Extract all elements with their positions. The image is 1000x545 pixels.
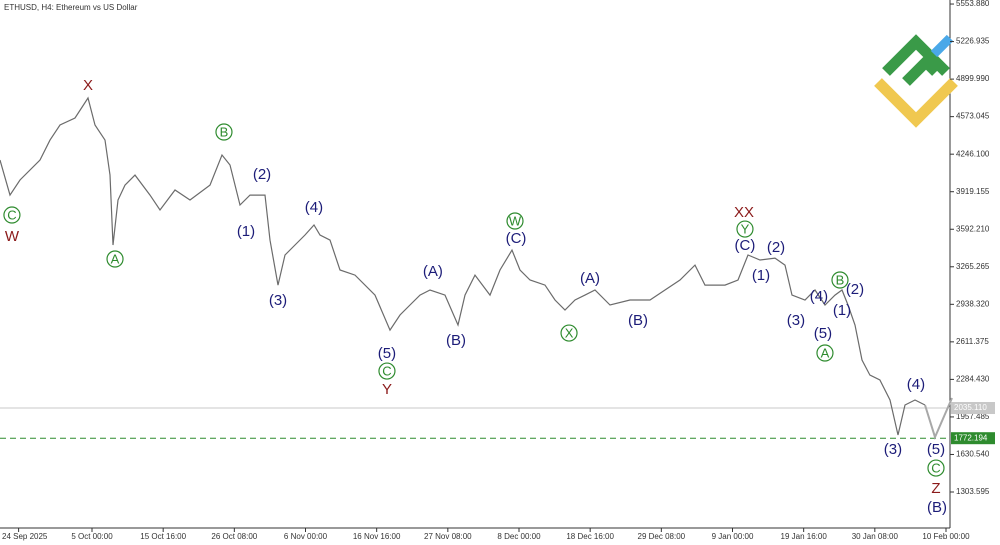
wave-circle <box>506 212 524 230</box>
wave-label: (B) <box>628 312 648 329</box>
wave-label: (1) <box>237 223 255 240</box>
y-tick-label: 3592.210 <box>956 224 990 233</box>
x-tick-label: 24 Sep 2025 <box>2 532 48 541</box>
y-tick-label: 1957.485 <box>956 412 990 421</box>
x-tick-label: 29 Dec 08:00 <box>638 532 686 541</box>
x-tick-label: 15 Oct 16:00 <box>140 532 186 541</box>
wave-label: (3) <box>269 292 287 309</box>
wave-label: C <box>931 461 940 476</box>
price-series <box>0 96 926 436</box>
wave-circle <box>927 459 945 477</box>
wave-label: (4) <box>305 199 323 216</box>
x-tick-label: 26 Oct 08:00 <box>211 532 257 541</box>
wave-label: (2) <box>253 166 271 183</box>
x-tick-label: 30 Jan 08:00 <box>852 532 899 541</box>
price-box <box>951 432 995 445</box>
wave-label: Y <box>382 381 392 398</box>
price-label: 1772.194 <box>954 433 988 442</box>
y-tick-label: 3919.155 <box>956 187 990 196</box>
wave-circle <box>816 344 834 362</box>
wave-label: A <box>111 251 120 266</box>
x-tick-label: 10 Feb 00:00 <box>922 532 970 541</box>
x-tick-label: 6 Nov 00:00 <box>284 532 328 541</box>
y-tick-label: 5226.935 <box>956 37 990 46</box>
price-label: 2035.110 <box>954 403 987 412</box>
y-tick-label: 2284.430 <box>956 374 990 383</box>
wave-label: (1) <box>752 267 770 284</box>
x-tick-label: 19 Jan 16:00 <box>781 532 828 541</box>
wave-label: XX <box>734 204 754 221</box>
wave-label: (2) <box>846 281 864 298</box>
wave-label: Z <box>931 480 940 497</box>
x-tick-label: 18 Dec 16:00 <box>566 532 614 541</box>
x-tick-label: 27 Nov 08:00 <box>424 532 472 541</box>
y-tick-label: 4246.100 <box>956 149 990 158</box>
wave-label: (B) <box>927 499 947 516</box>
wave-label: X <box>565 325 574 340</box>
x-tick-label: 16 Nov 16:00 <box>353 532 401 541</box>
wave-circle <box>3 206 21 224</box>
wave-label: (5) <box>378 345 396 362</box>
wave-label: (5) <box>927 441 945 458</box>
wave-label: (A) <box>423 263 443 280</box>
wave-label: (A) <box>580 270 600 287</box>
y-tick-label: 1303.595 <box>956 487 990 496</box>
wave-label: B <box>220 124 229 139</box>
y-tick-label: 2611.375 <box>956 337 989 346</box>
wave-circle <box>560 324 578 342</box>
wave-circle <box>736 220 754 238</box>
wave-label: B <box>836 272 845 287</box>
wave-label: (C) <box>735 237 756 254</box>
wave-label: (3) <box>884 441 902 458</box>
wave-label: (4) <box>810 288 828 305</box>
wave-label: X <box>83 77 93 94</box>
wave-circle <box>378 362 396 380</box>
price-box <box>951 402 995 415</box>
y-tick-label: 3265.265 <box>956 262 990 271</box>
wave-label: C <box>7 207 16 222</box>
x-tick-label: 8 Dec 00:00 <box>497 532 541 541</box>
wave-label: A <box>821 345 830 360</box>
wave-label: W <box>5 228 20 245</box>
wave-label: (C) <box>506 230 527 247</box>
logo-shape <box>930 34 954 58</box>
wave-circle <box>106 250 124 268</box>
y-tick-label: 4899.990 <box>956 74 990 83</box>
wave-circle <box>215 123 233 141</box>
wave-label: (4) <box>907 376 925 393</box>
y-tick-label: 2938.320 <box>956 299 990 308</box>
wave-circle <box>831 271 849 289</box>
logo <box>874 34 958 128</box>
wave-label: C <box>382 363 391 378</box>
logo-shape <box>874 78 958 128</box>
wave-label: (2) <box>767 239 785 256</box>
chart-title: ETHUSD, H4: Ethereum vs US Dollar <box>4 3 138 12</box>
logo-shape <box>882 34 950 86</box>
price-series <box>924 397 953 440</box>
wave-label: Y <box>741 221 750 236</box>
y-tick-label: 5553.880 <box>956 0 990 8</box>
wave-label: (5) <box>814 325 832 342</box>
y-tick-label: 1630.540 <box>956 450 990 459</box>
wave-label: W <box>509 213 522 228</box>
wave-label: (1) <box>833 302 851 319</box>
wave-label: (3) <box>787 312 805 329</box>
x-tick-label: 5 Oct 00:00 <box>71 532 113 541</box>
y-tick-label: 4573.045 <box>956 112 990 121</box>
x-tick-label: 9 Jan 00:00 <box>712 532 754 541</box>
wave-label: (B) <box>446 332 466 349</box>
